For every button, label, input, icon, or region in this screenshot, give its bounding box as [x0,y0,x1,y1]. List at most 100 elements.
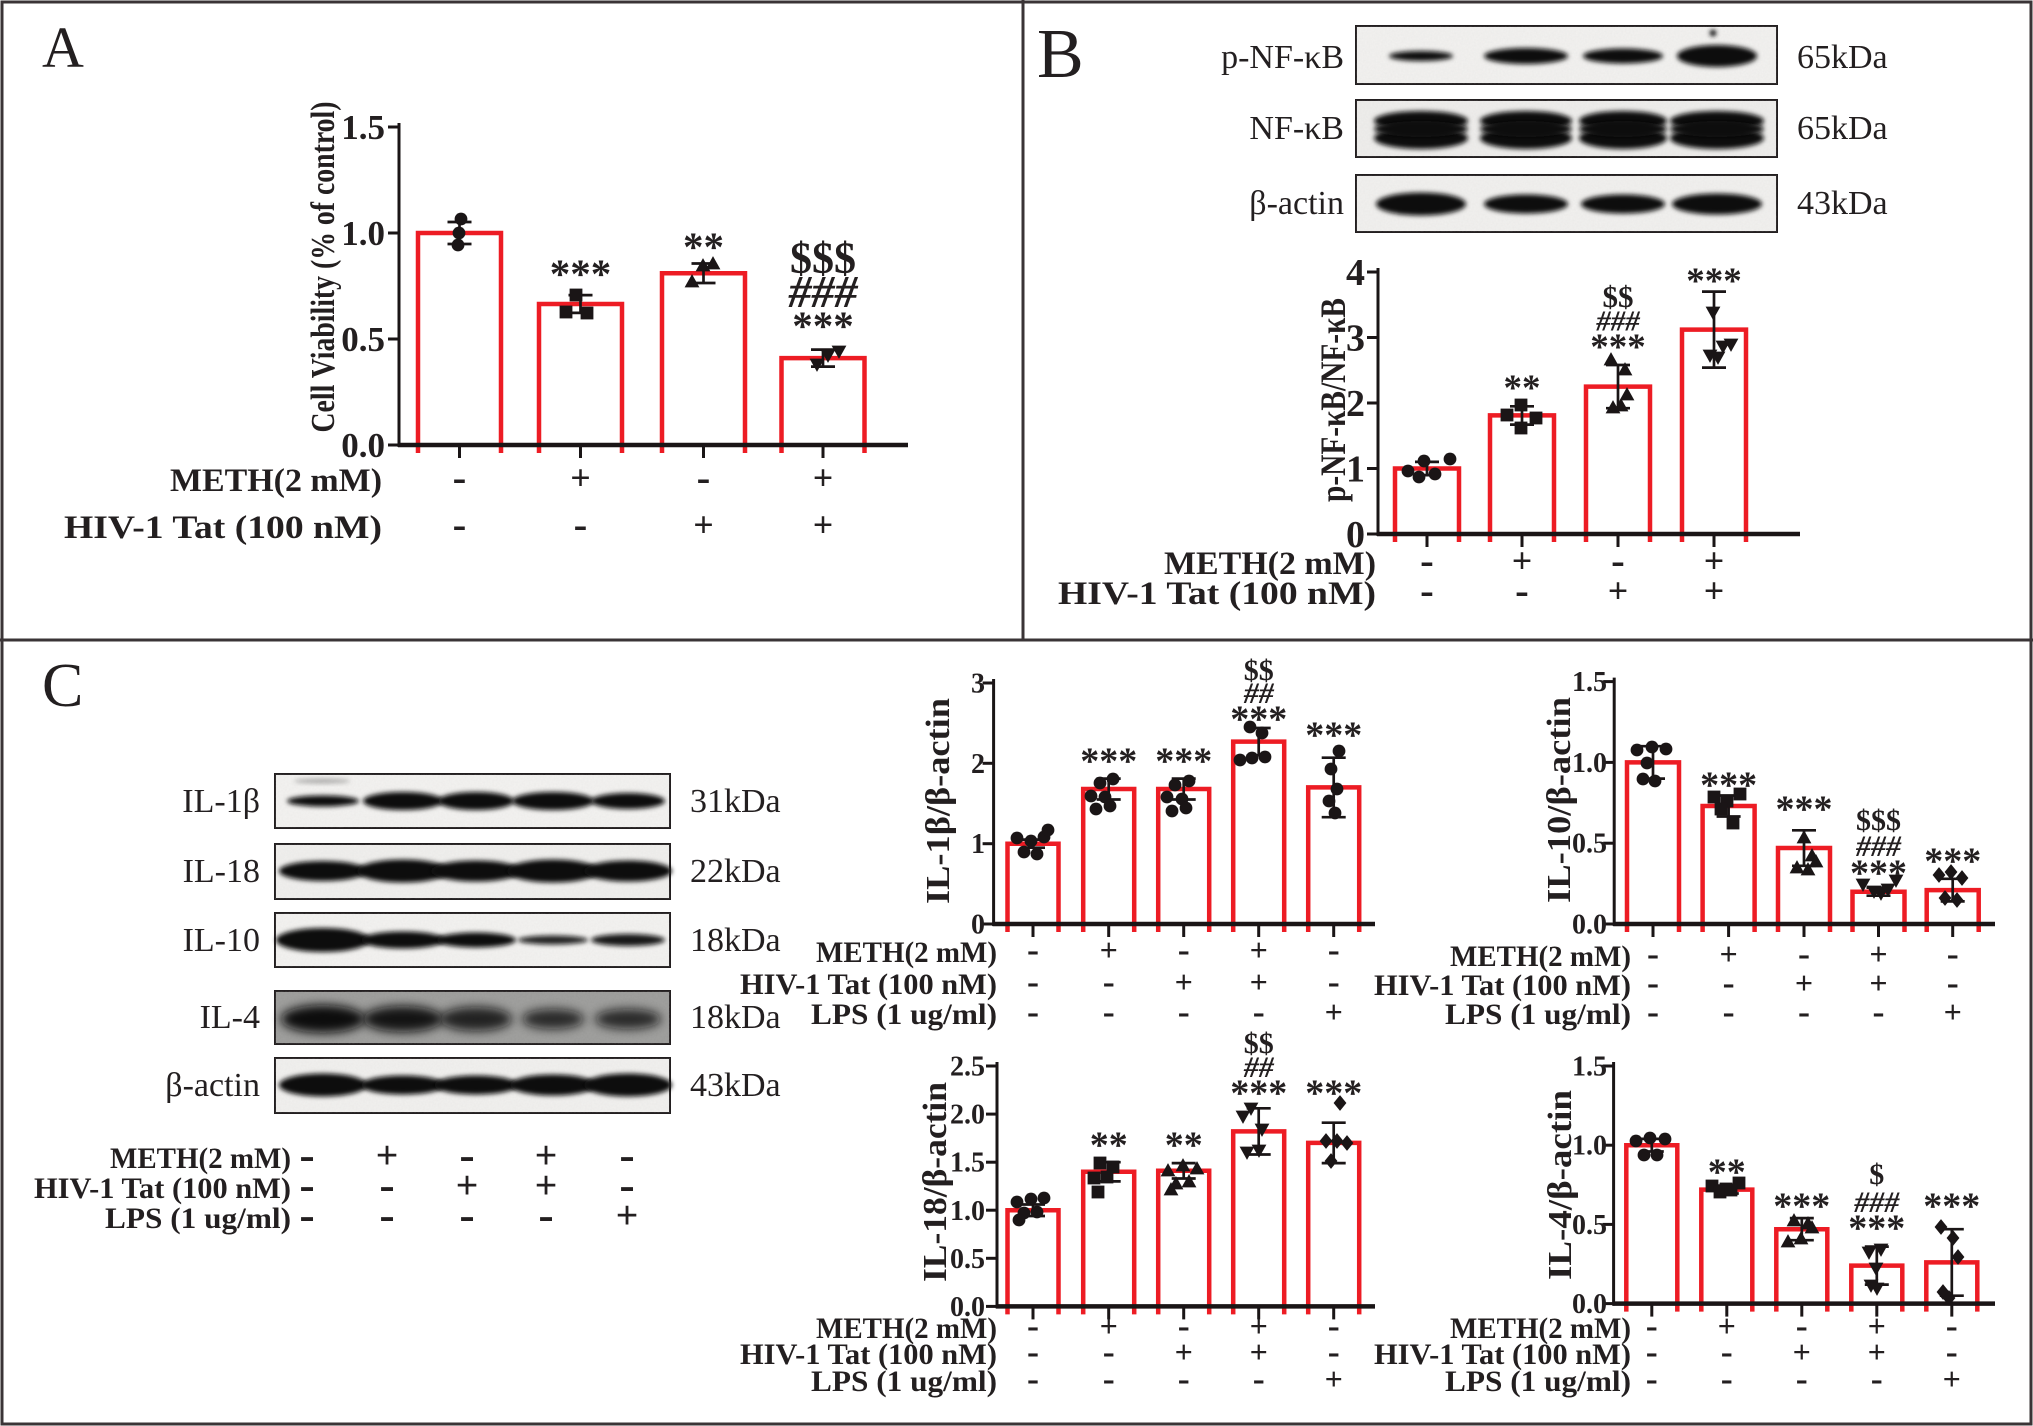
svg-text:NF-κB: NF-κB [1249,110,1344,147]
svg-text:-: - [459,1189,474,1240]
svg-text:IL-18: IL-18 [183,853,260,890]
svg-text:43kDa: 43kDa [690,1067,781,1104]
svg-text:+: + [1704,540,1725,580]
svg-text:HIV-1 Tat (100 nM): HIV-1 Tat (100 nM) [740,1338,997,1371]
svg-text:1: 1 [971,829,985,860]
svg-text:**: ** [1708,1151,1746,1193]
svg-text:3: 3 [1346,317,1365,359]
svg-text:0.0: 0.0 [1572,910,1607,941]
svg-text:2: 2 [1346,383,1365,425]
svg-text:-: - [1796,1359,1808,1399]
svg-text:-: - [1946,1332,1958,1372]
svg-text:-: - [619,1159,634,1210]
svg-text:-: - [619,1129,634,1180]
svg-text:###: ### [1855,830,1902,863]
svg-text:43kDa: 43kDa [1797,185,1888,222]
svg-text:-: - [1647,963,1659,1003]
svg-text:-: - [1947,963,1959,1003]
svg-text:-: - [299,1159,314,1210]
svg-text:METH(2 mM): METH(2 mM) [816,936,997,969]
svg-text:-: - [574,501,588,547]
svg-text:**: ** [1090,1124,1128,1166]
svg-text:$$: $$ [1603,279,1634,314]
svg-text:-: - [1328,962,1340,1002]
svg-text:+: + [1325,993,1343,1029]
svg-text:1.0: 1.0 [1572,1131,1607,1162]
svg-text:-: - [1646,1359,1658,1399]
svg-text:***: *** [792,303,854,349]
svg-text:-: - [1027,930,1039,970]
svg-text:-: - [1871,1359,1883,1399]
svg-text:-: - [1103,1359,1115,1399]
svg-text:+: + [813,504,834,544]
svg-text:-: - [1027,1359,1039,1399]
svg-text:-: - [1647,934,1659,974]
svg-text:A: A [42,15,84,80]
svg-text:p-NF-κB: p-NF-κB [1221,39,1344,76]
svg-text:IL-1β: IL-1β [182,783,260,820]
svg-text:p-NF-κB/NF-κB: p-NF-κB/NF-κB [1313,298,1353,502]
svg-text:-: - [1723,992,1735,1032]
svg-text:+: + [1869,935,1887,971]
svg-text:-: - [379,1189,394,1240]
svg-text:+: + [1608,570,1629,610]
svg-text:+: + [1718,1307,1736,1343]
svg-text:+: + [813,457,834,497]
svg-text:##: ## [1243,677,1275,710]
svg-text:IL-18/β-actin: IL-18/β-actin [917,1082,954,1282]
svg-text:HIV-1 Tat (100 nM): HIV-1 Tat (100 nM) [34,1172,291,1205]
svg-text:+: + [1250,931,1268,967]
svg-text:18kDa: 18kDa [690,922,781,959]
svg-text:***: *** [1155,740,1212,782]
svg-text:LPS (1 ug/ml): LPS (1 ug/ml) [105,1202,291,1235]
svg-text:-: - [1178,1359,1190,1399]
svg-text:***: *** [1230,1072,1287,1114]
svg-text:HIV-1 Tat (100 nM): HIV-1 Tat (100 nM) [1374,969,1631,1002]
svg-text:***: *** [1305,1072,1362,1114]
svg-text:-: - [1723,963,1735,1003]
svg-text:2.5: 2.5 [950,1052,985,1083]
svg-text:-: - [379,1159,394,1210]
svg-text:-: - [1328,930,1340,970]
svg-text:+: + [1325,1360,1343,1396]
svg-text:C: C [42,652,83,720]
svg-text:LPS (1 ug/ml): LPS (1 ug/ml) [811,998,997,1031]
svg-text:0.0: 0.0 [1572,1289,1607,1320]
svg-text:-: - [1420,567,1434,613]
svg-text:-: - [697,454,711,500]
svg-text:LPS (1 ug/ml): LPS (1 ug/ml) [1445,998,1631,1031]
svg-text:***: *** [1848,1207,1905,1249]
svg-text:###: ### [788,266,859,317]
svg-text:###: ### [1853,1186,1900,1219]
svg-text:2.0: 2.0 [950,1100,985,1131]
svg-text:$$: $$ [1244,654,1274,687]
svg-text:+: + [1793,1333,1811,1369]
svg-text:+: + [1795,964,1813,1000]
svg-text:-: - [1946,1306,1958,1346]
svg-text:###: ### [1595,306,1640,338]
svg-text:-: - [1253,1359,1265,1399]
svg-text:##: ## [1243,1051,1275,1084]
svg-text:***: *** [1773,1185,1830,1227]
svg-text:HIV-1 Tat (100 nM): HIV-1 Tat (100 nM) [1058,576,1376,612]
svg-text:-: - [1798,934,1810,974]
svg-text:IL-1β/β-actin: IL-1β/β-actin [920,698,957,904]
svg-text:B: B [1037,16,1084,93]
svg-text:-: - [1798,992,1810,1032]
svg-text:-: - [1515,567,1529,613]
svg-text:31kDa: 31kDa [690,783,781,820]
svg-text:+: + [570,457,591,497]
svg-text:$$: $$ [1244,1027,1274,1060]
svg-text:-: - [1103,992,1115,1032]
svg-text:0: 0 [971,910,985,941]
svg-text:***: *** [1700,764,1757,806]
svg-text:-: - [1178,930,1190,970]
svg-text:+: + [376,1132,399,1177]
svg-text:+: + [1943,1360,1961,1396]
svg-text:0.0: 0.0 [950,1292,985,1323]
svg-text:+: + [1719,935,1737,971]
svg-text:1.5: 1.5 [1572,667,1607,698]
svg-text:**: ** [683,224,724,270]
svg-text:1.0: 1.0 [950,1196,985,1227]
svg-text:***: *** [1686,261,1742,302]
